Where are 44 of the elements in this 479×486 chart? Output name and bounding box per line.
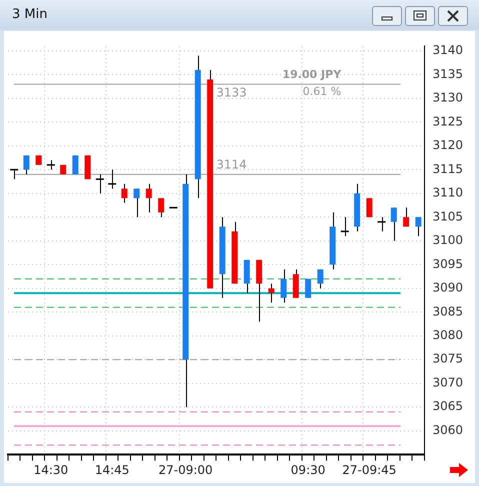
y-tick-label: 3140 xyxy=(432,43,464,58)
y-tick-label: 3070 xyxy=(432,375,464,390)
ref-line-label: 3133 xyxy=(216,85,247,100)
x-tick-label: 27-09:45 xyxy=(342,462,396,477)
y-tick-label: 3125 xyxy=(432,114,464,128)
y-tick-label: 3085 xyxy=(432,304,464,318)
x-tick-label: 14:30 xyxy=(34,462,68,477)
annotation: 19.00 JPY xyxy=(282,68,342,82)
y-tick-label: 3075 xyxy=(432,352,464,366)
candlestick xyxy=(403,207,410,228)
candlestick xyxy=(305,278,312,298)
candlestick xyxy=(72,154,78,175)
y-tick-label: 3080 xyxy=(432,328,464,342)
chart-title: 3 Min xyxy=(12,7,48,22)
x-tick-label: 09:30 xyxy=(290,462,326,477)
y-tick-label: 3065 xyxy=(432,399,464,414)
x-tick-label: 14:45 xyxy=(94,462,130,477)
y-tick-label: 3110 xyxy=(432,186,464,200)
candlestick xyxy=(146,183,152,213)
candlestick xyxy=(280,268,287,304)
y-tick-label: 3115 xyxy=(432,162,464,176)
candlestick xyxy=(134,188,140,218)
annotation: 0.61 % xyxy=(302,85,342,98)
candlestick xyxy=(292,268,299,298)
candlestick xyxy=(366,198,372,218)
y-tick-label: 3095 xyxy=(432,256,464,271)
y-tick-label: 3105 xyxy=(432,209,464,224)
y-tick-label: 3060 xyxy=(432,422,464,437)
candlestick xyxy=(256,259,262,322)
candlestick xyxy=(244,259,250,294)
y-tick-label: 3135 xyxy=(432,66,464,81)
y-tick-label: 3090 xyxy=(432,280,464,295)
y-tick-label: 3120 xyxy=(432,138,464,152)
y-tick-label: 3130 xyxy=(432,90,464,105)
candlestick xyxy=(317,268,324,289)
candlestick xyxy=(121,183,128,204)
x-tick-label: 27-09:00 xyxy=(158,462,213,477)
ref-line-label: 3114 xyxy=(216,158,247,172)
candlestick xyxy=(23,154,30,175)
candlestick xyxy=(390,207,397,242)
candlestick xyxy=(158,198,164,218)
y-tick-label: 3100 xyxy=(432,233,464,248)
candlestick xyxy=(415,216,422,237)
candlestick xyxy=(268,283,274,304)
